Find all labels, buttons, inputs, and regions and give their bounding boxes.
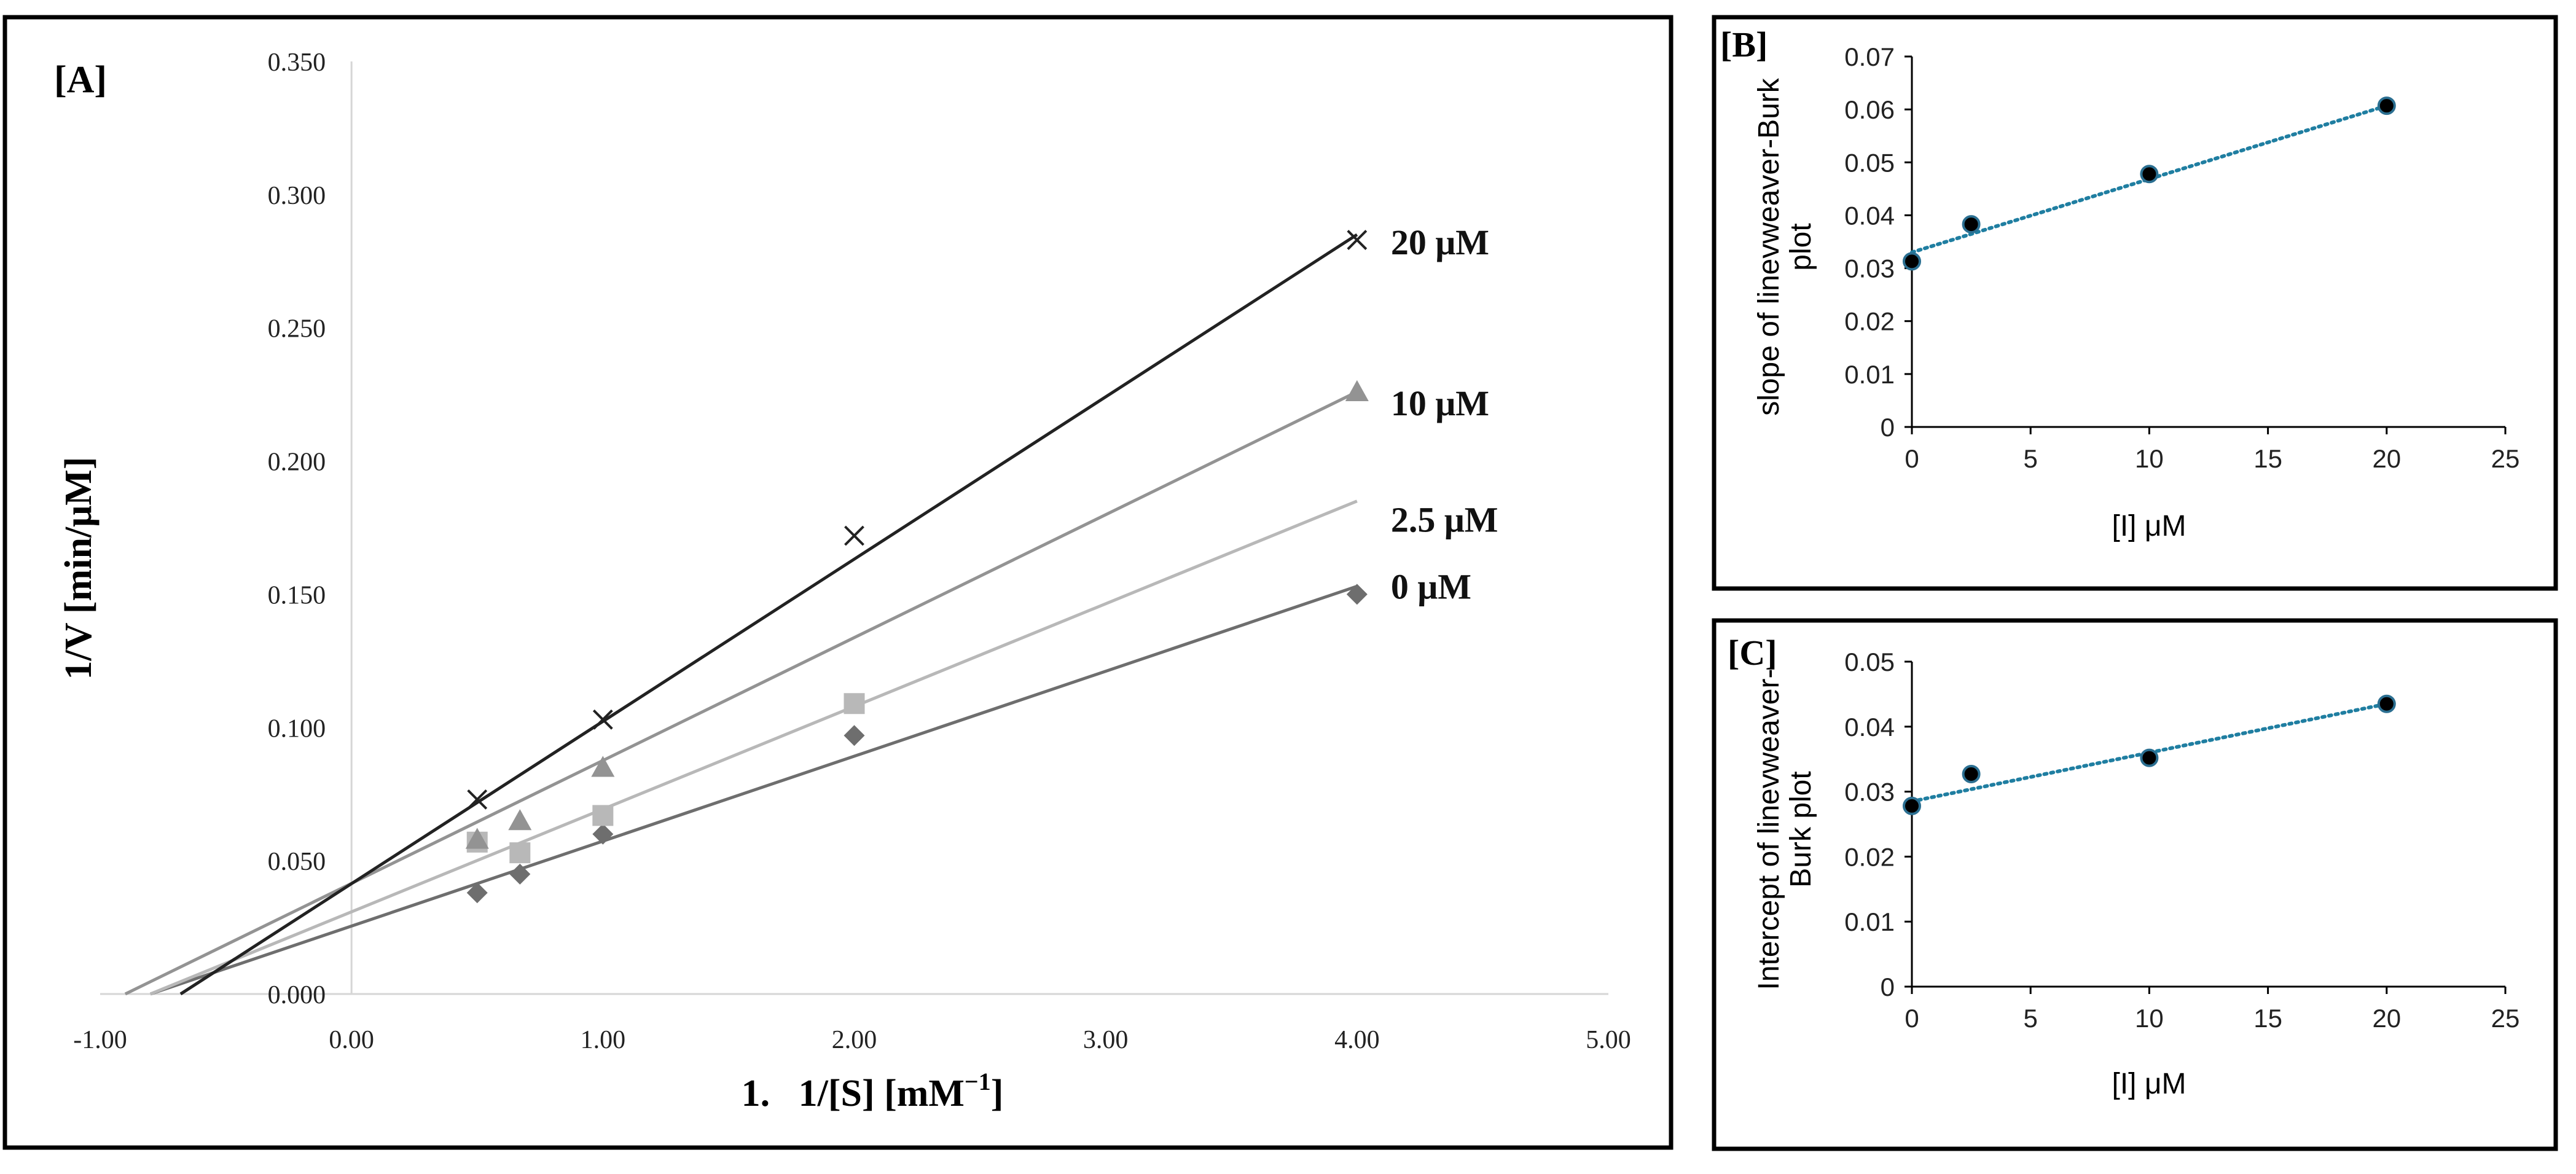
panel-a-frame <box>2 15 1674 1150</box>
panel-a-y-tick-label: 0.100 <box>268 714 326 743</box>
panel-c-data-point <box>2377 694 2396 713</box>
panel-a-x-tick-label: 1.00 <box>581 1026 626 1054</box>
panel-c-x-axis-label: [I] μM <box>2112 1068 2186 1100</box>
data-point-diamond <box>509 863 531 885</box>
panel-c-data-point <box>1903 796 1921 815</box>
panel-c-data-point <box>1962 765 1981 784</box>
series-fit-line <box>150 585 1358 996</box>
panel-b-y-tick-label: 0 <box>1881 413 1895 442</box>
panel-a-y-tick-label: 0.200 <box>268 448 326 477</box>
panel-b-x-tick-label: 15 <box>2253 444 2282 473</box>
data-point-triangle <box>591 756 615 777</box>
panel-a-plot: -1.00 0.00 1.00 2.00 3.00 4.00 5.00 0.000 0.050 0… <box>73 49 1631 1054</box>
series-label: 10 μM <box>1391 383 1489 423</box>
panel-a-y-tick-label: 0.150 <box>268 581 326 609</box>
data-point-diamond <box>1346 584 1368 605</box>
panel-a-x-tick-label: -1.00 <box>73 1026 127 1054</box>
panel-c-y-axis-label: Intercept of linevweaver-Burk plot <box>1753 669 1817 990</box>
panel-c-x-tick-label: 20 <box>2372 1004 2401 1033</box>
panel-b-data-point <box>2377 96 2396 115</box>
panel-b-y-axis-label-line2: plot <box>1785 223 1817 270</box>
data-point-triangle <box>508 809 532 831</box>
panel-a-y-tick-label: 0.000 <box>268 981 326 1009</box>
panel-a-y-tick-label: 0.050 <box>268 848 326 876</box>
panel-b-y-axis-label-line1: slope of linevweaver-Burk <box>1753 77 1785 416</box>
data-point-x <box>592 709 613 730</box>
panel-a-y-tick-label: 0.350 <box>268 49 326 77</box>
panel-b-data-point <box>2140 165 2159 184</box>
panel-c-y-tick-label: 0.01 <box>1844 907 1895 936</box>
panel-b-y-tick-label: 0.04 <box>1844 201 1895 230</box>
panel-c-y-axis-label-line2: Burk plot <box>1785 771 1817 887</box>
panel-c-label: [C] <box>1728 633 1777 673</box>
panel-a-y-axis-label: 1/V [min/μM] <box>58 457 100 680</box>
series-fit-line <box>149 499 1358 996</box>
panel-c-plot: 0 5 10 15 20 25 0 0.01 0.02 0.03 0.04 0.05 <box>1844 648 2519 1033</box>
series-fit-line <box>179 233 1358 996</box>
data-point-square <box>592 805 614 826</box>
data-point-triangle <box>1345 380 1369 402</box>
data-point-diamond <box>592 823 614 845</box>
panel-c-y-tick-label: 0.04 <box>1844 713 1895 742</box>
panel-a-x-tick-label: 0.00 <box>329 1026 374 1054</box>
series-fit-line <box>124 390 1358 996</box>
series-label: 0 μM <box>1391 566 1471 606</box>
panel-b-y-tick-label: 0.03 <box>1844 254 1895 283</box>
panel-c-x-tick-label: 15 <box>2253 1004 2282 1033</box>
data-point-diamond <box>844 725 865 746</box>
panel-c-y-axis-label-line1: Intercept of linevweaver- <box>1753 669 1785 990</box>
panel-c-x-tick-label: 25 <box>2491 1004 2520 1033</box>
data-point-x <box>467 789 488 810</box>
panel-c-y-tick-label: 0.02 <box>1844 842 1895 871</box>
panel-a-y-tick-label: 0.300 <box>268 182 326 210</box>
panel-a-x-tick-label: 4.00 <box>1334 1026 1380 1054</box>
panel-b-x-tick-label: 10 <box>2135 444 2164 473</box>
data-point-x <box>844 525 864 546</box>
data-point-square <box>844 693 865 714</box>
panel-c-y-tick-label: 0.03 <box>1844 778 1895 807</box>
series-label: 2.5 μM <box>1391 500 1498 540</box>
panel-a-x-tick-label: 2.00 <box>832 1026 877 1054</box>
panel-a-x-tick-label: 5.00 <box>1586 1026 1631 1054</box>
panel-c-y-tick-label: 0.05 <box>1844 648 1895 676</box>
panel-c-x-tick-label: 0 <box>1905 1004 1919 1033</box>
panel-c-frame <box>1712 618 2558 1151</box>
panel-c-y-tick-label: 0 <box>1881 972 1895 1001</box>
panel-a-y-tick-label: 0.250 <box>268 315 326 343</box>
panel-b-x-tick-label: 5 <box>2024 444 2038 473</box>
panel-c-x-tick-label: 5 <box>2024 1004 2038 1033</box>
panel-c-data-point <box>2140 748 2159 767</box>
panel-b-y-tick-label: 0.07 <box>1844 42 1895 71</box>
panel-b-y-tick-label: 0.05 <box>1844 148 1895 177</box>
data-point-diamond <box>466 882 488 904</box>
panel-b-plot: 0 5 10 15 20 25 0 0.01 0.02 0.03 0.04 0.05 0.06 0.07 <box>1844 42 2519 473</box>
panel-b-x-tick-label: 0 <box>1905 444 1919 473</box>
panel-b-y-tick-label: 0.06 <box>1844 95 1895 124</box>
panel-b-y-tick-label: 0.02 <box>1844 307 1895 336</box>
panel-a-x-tick-label: 3.00 <box>1083 1026 1129 1054</box>
panel-b-data-point <box>1903 252 1921 271</box>
series-label: 20 μM <box>1391 222 1489 262</box>
panel-b-x-tick-label: 25 <box>2491 444 2520 473</box>
data-point-square <box>509 842 531 864</box>
panel-b-frame <box>1712 15 2558 591</box>
panel-b-x-axis-label: [I] μM <box>2112 510 2186 542</box>
panel-b-label: [B] <box>1720 25 1768 65</box>
panel-a-x-axis-label: 1. 1/[S] [mM−1] <box>742 1068 1004 1114</box>
data-point-x <box>1347 230 1368 251</box>
data-point-triangle <box>465 828 489 849</box>
panel-c-x-tick-label: 10 <box>2135 1004 2164 1033</box>
panel-b-y-tick-label: 0.01 <box>1844 360 1895 389</box>
panel-b-y-axis-label: slope of linevweaver-Burkplot <box>1753 77 1817 416</box>
panel-a-label: [A] <box>54 59 107 101</box>
panel-b-x-tick-label: 20 <box>2372 444 2401 473</box>
panel-b-data-point <box>1962 215 1981 234</box>
